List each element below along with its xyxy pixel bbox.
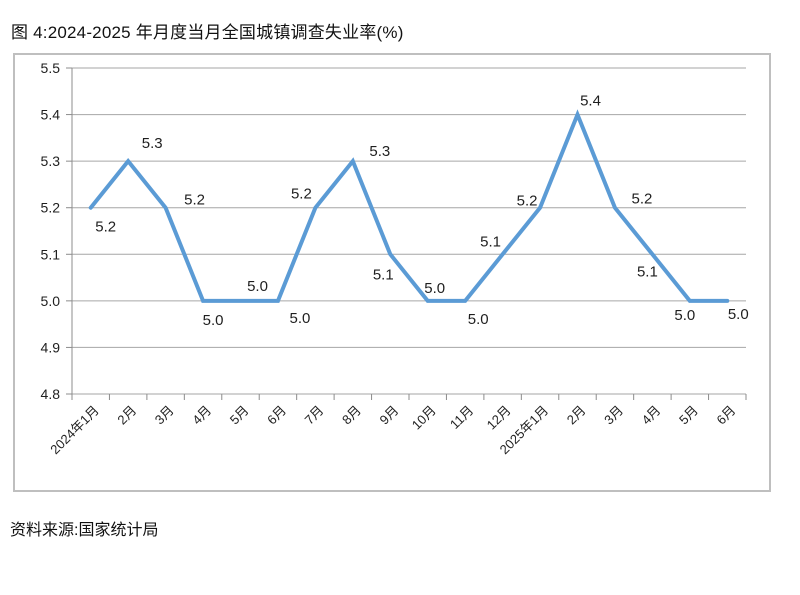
data-label: 5.2: [291, 186, 312, 203]
data-label: 5.2: [95, 219, 116, 236]
y-tick-label: 5.0: [41, 293, 61, 309]
x-tick-label: 4月: [639, 403, 664, 428]
data-label: 5.2: [184, 192, 205, 209]
x-tick-label: 11月: [447, 403, 476, 432]
data-label: 5.0: [247, 278, 268, 295]
source-note: 资料来源:国家统计局: [10, 522, 159, 540]
y-tick-label: 5.2: [41, 200, 61, 216]
x-tick-label: 2月: [564, 403, 589, 428]
x-tick-label: 5月: [676, 403, 701, 428]
x-tick-label: 10月: [409, 403, 439, 433]
y-tick-label: 5.3: [41, 153, 61, 169]
data-label: 5.1: [637, 264, 658, 281]
x-tick-label: 6月: [264, 403, 289, 428]
data-label: 5.4: [580, 93, 601, 110]
x-tick-label: 8月: [339, 403, 364, 428]
y-tick-label: 5.5: [41, 60, 61, 76]
x-tick-label: 12月: [484, 403, 514, 433]
y-tick-label: 4.8: [41, 386, 61, 402]
data-label: 5.0: [424, 280, 445, 297]
x-tick-label: 2月: [114, 403, 139, 428]
figure-title: 图 4:2024-2025 年月度当月全国城镇调查失业率(%): [11, 23, 404, 42]
y-tick-label: 5.4: [41, 107, 61, 123]
data-label: 5.0: [290, 310, 311, 327]
data-label: 5.0: [203, 312, 224, 329]
data-label: 5.2: [517, 193, 538, 210]
data-label: 5.0: [468, 311, 489, 328]
data-label: 5.3: [369, 143, 390, 160]
y-tick-label: 5.1: [41, 247, 61, 263]
x-tick-label: 2024年1月: [47, 403, 102, 458]
data-label: 5.3: [142, 135, 163, 152]
y-tick-label: 4.9: [41, 340, 61, 356]
data-label: 5.0: [728, 306, 749, 323]
x-tick-label: 7月: [302, 403, 327, 428]
x-tick-label: 3月: [601, 403, 626, 428]
chart-container: 5.5 5.4 5.3 5.2 5.1 5.0 4.9 4.8 2024年1月 2月 3月 4月 5月 6…: [13, 53, 771, 493]
data-label: 5.2: [632, 191, 653, 208]
figure-page: 图 4:2024-2025 年月度当月全国城镇调查失业率(%) 5.5 5.4 5.…: [0, 22, 800, 540]
data-label: 5.1: [480, 234, 501, 251]
data-label: 5.0: [674, 307, 695, 324]
series-line: [88, 109, 730, 304]
x-tick-label: 4月: [189, 403, 214, 428]
x-tick-label: 3月: [152, 403, 177, 428]
x-tick-label: 6月: [713, 403, 738, 428]
data-label: 5.1: [373, 267, 394, 284]
x-tick-label: 5月: [227, 403, 252, 428]
x-tick-label: 9月: [376, 403, 401, 428]
